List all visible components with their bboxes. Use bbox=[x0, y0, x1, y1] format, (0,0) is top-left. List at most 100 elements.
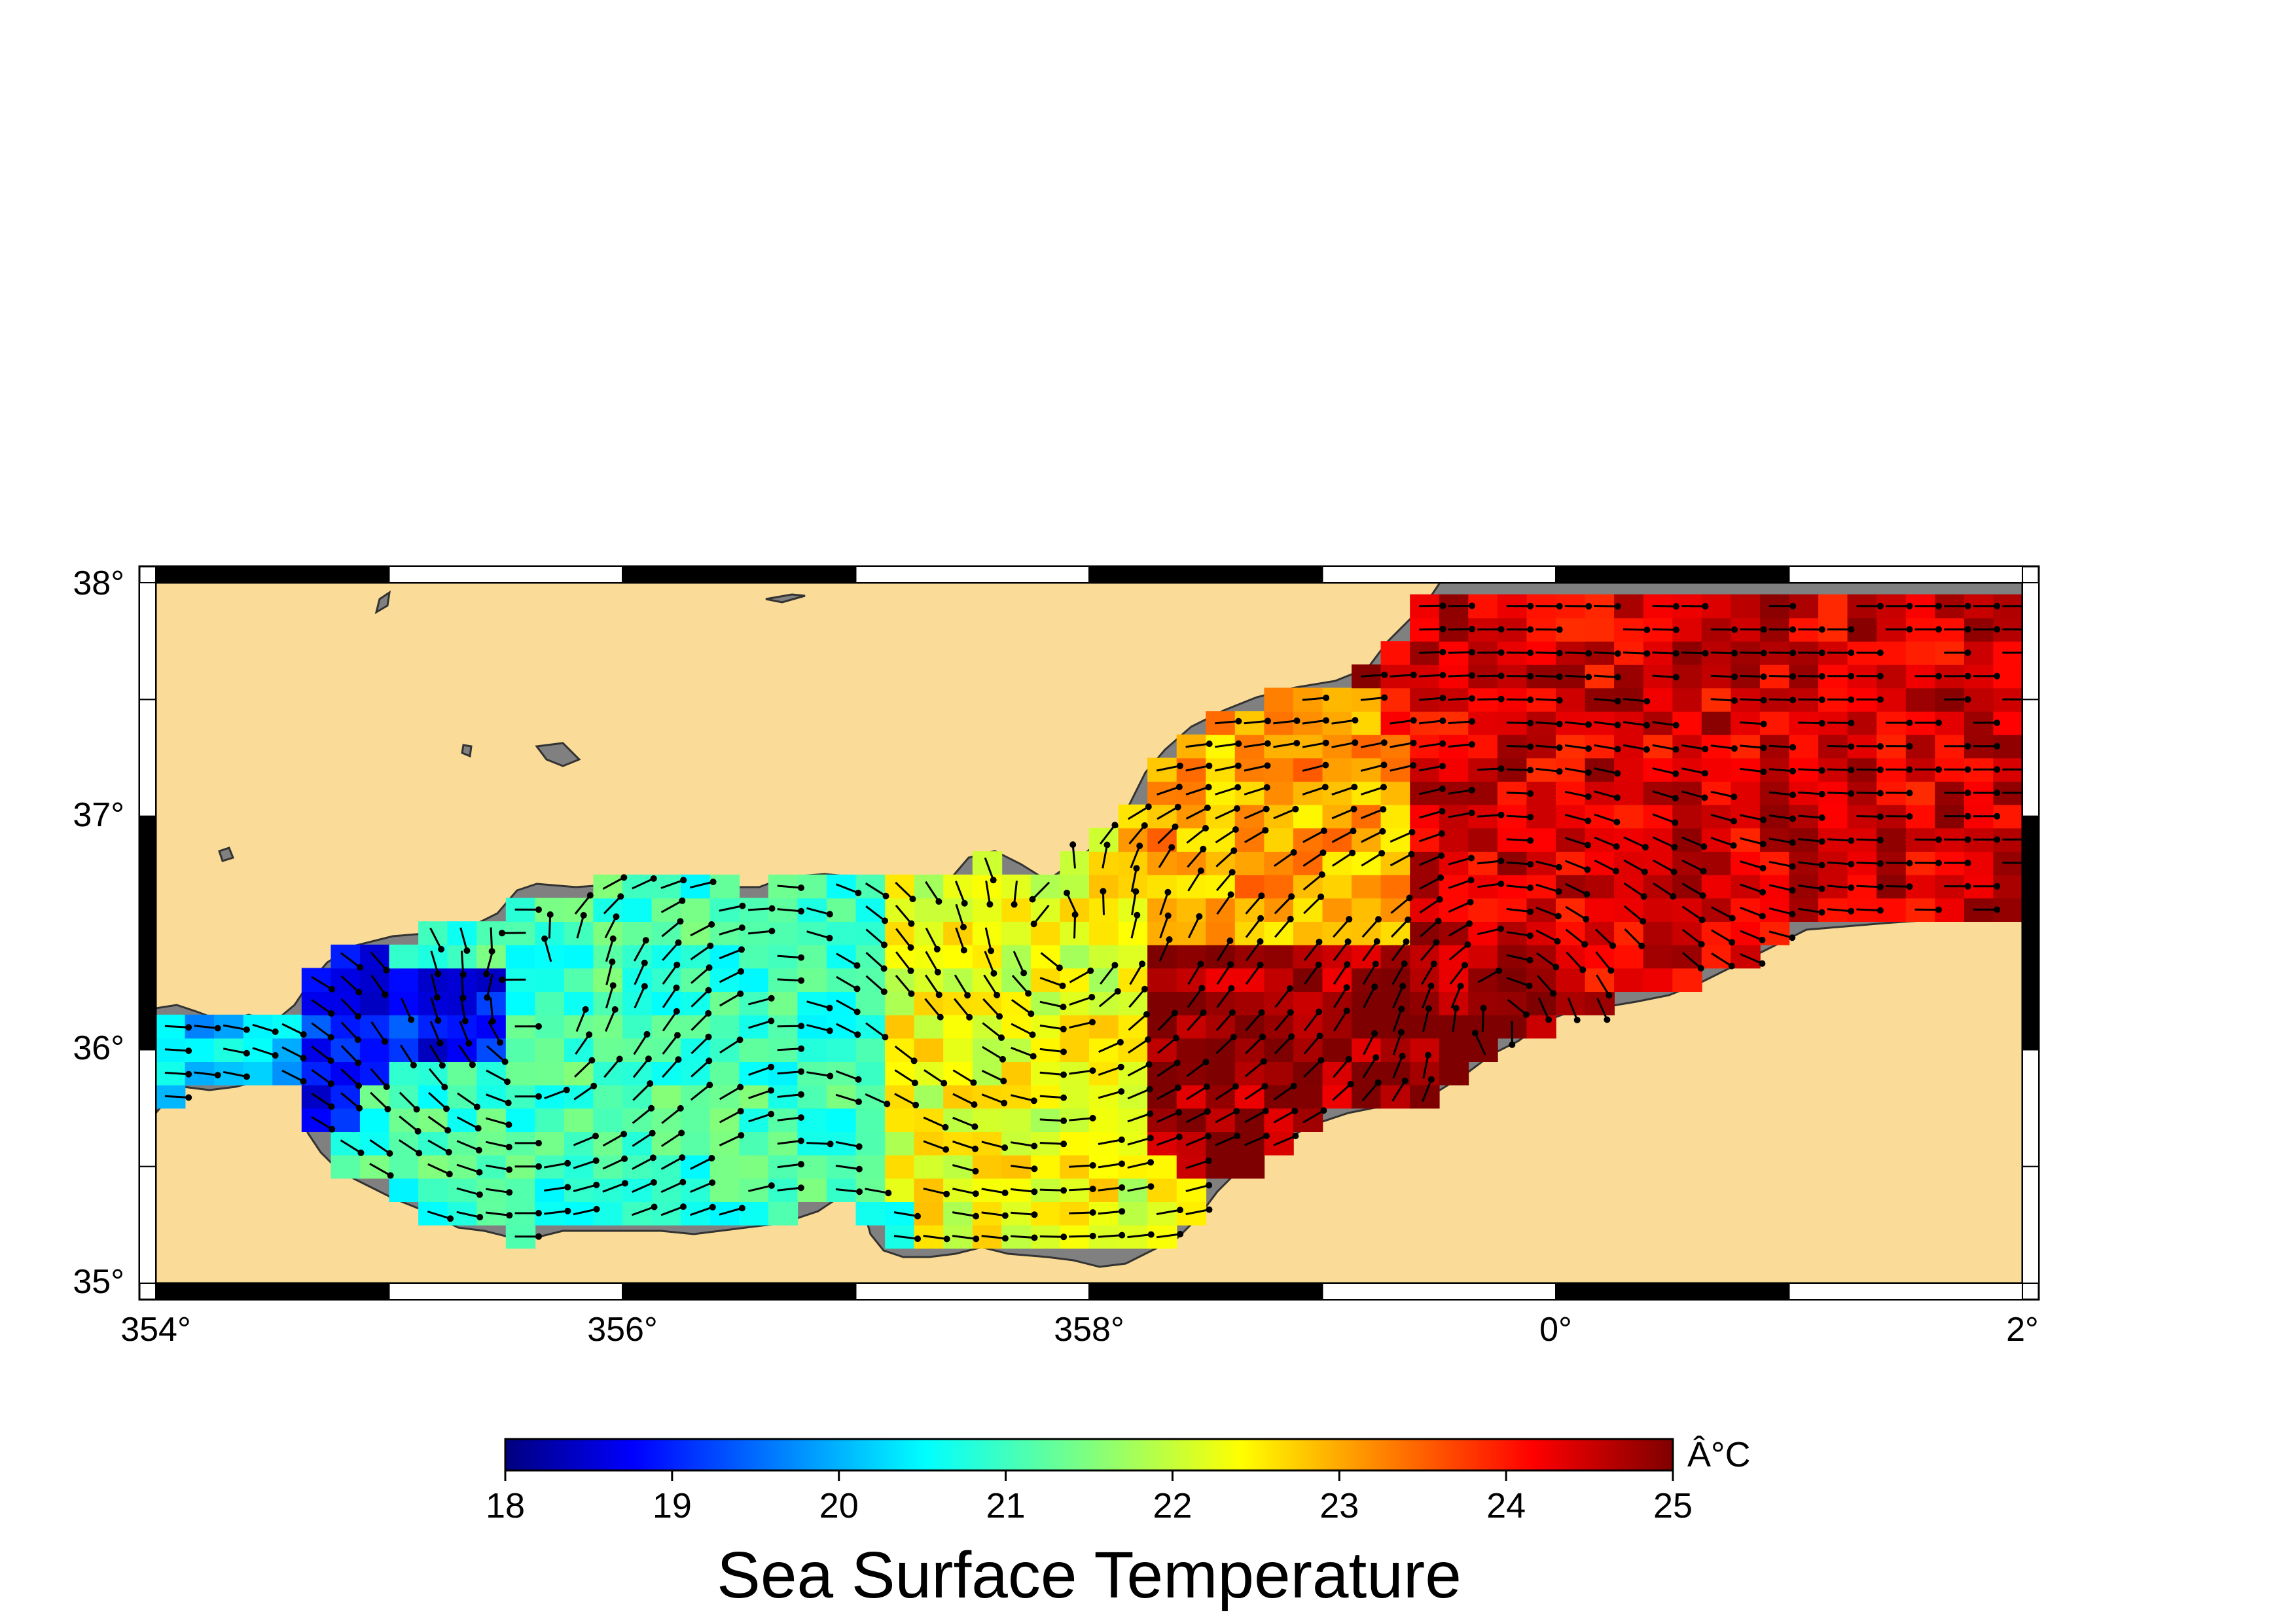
current-vector bbox=[952, 1188, 977, 1195]
current-vector bbox=[1595, 951, 1612, 972]
sst-cell bbox=[943, 1038, 973, 1062]
current-vector bbox=[164, 1025, 189, 1029]
current-vector-head bbox=[677, 918, 684, 925]
current-vector bbox=[1185, 1159, 1210, 1169]
current-vector bbox=[1362, 941, 1378, 962]
current-vector bbox=[430, 951, 439, 974]
current-vector-head bbox=[1498, 626, 1505, 633]
current-vector-head bbox=[911, 1080, 918, 1087]
current-vector-head bbox=[910, 1057, 918, 1065]
current-vector bbox=[1216, 964, 1232, 985]
current-vector bbox=[1740, 721, 1764, 725]
current-vector-head bbox=[1994, 836, 2001, 843]
current-vector bbox=[1856, 838, 1880, 841]
current-vector bbox=[777, 1093, 802, 1098]
current-vector-head bbox=[1318, 893, 1325, 900]
current-vector bbox=[777, 1025, 802, 1028]
current-vector-head bbox=[1346, 916, 1353, 922]
current-vector bbox=[1596, 974, 1610, 996]
sst-cell bbox=[739, 1154, 769, 1179]
current-vector-head bbox=[1322, 761, 1329, 769]
current-vector bbox=[1856, 768, 1880, 771]
current-vector-head bbox=[1060, 1117, 1067, 1124]
current-vector-head bbox=[1672, 746, 1679, 753]
current-vector bbox=[1681, 790, 1705, 799]
current-vector bbox=[1332, 1083, 1352, 1101]
current-vector-head bbox=[1994, 626, 2001, 633]
colorbar-tick-label: 18 bbox=[486, 1486, 525, 1525]
current-vector-head bbox=[504, 1078, 511, 1085]
current-vector-head bbox=[990, 970, 997, 977]
current-vector bbox=[1392, 1032, 1403, 1055]
current-vector bbox=[1102, 845, 1108, 869]
current-vector-head bbox=[1206, 762, 1213, 769]
current-vector-head bbox=[855, 1098, 862, 1105]
current-vector bbox=[485, 1117, 509, 1126]
current-vector-head bbox=[1876, 860, 1884, 867]
current-vector-head bbox=[214, 1072, 221, 1079]
current-vector bbox=[895, 928, 912, 949]
current-vector-head bbox=[1469, 718, 1475, 725]
current-vector bbox=[340, 1068, 360, 1087]
current-vector-head bbox=[1555, 864, 1562, 871]
current-vector-head bbox=[908, 920, 915, 927]
current-vector-head bbox=[853, 962, 861, 969]
current-vector bbox=[1215, 1012, 1234, 1031]
current-vector-head bbox=[994, 991, 1001, 998]
current-vector bbox=[488, 1021, 501, 1043]
frame-scale-bars bbox=[139, 566, 2039, 1300]
current-vector bbox=[748, 1089, 772, 1099]
current-vector bbox=[806, 1024, 831, 1032]
current-vector bbox=[923, 1140, 946, 1151]
current-vector-head bbox=[1203, 1084, 1210, 1090]
sst-cell bbox=[593, 1084, 623, 1109]
current-vector-head bbox=[972, 1145, 978, 1152]
sst-cell bbox=[1060, 944, 1090, 969]
current-vector-head bbox=[935, 991, 942, 998]
current-vector bbox=[311, 976, 332, 991]
lon-tick-358: 358° bbox=[1054, 1311, 1124, 1349]
island-1 bbox=[374, 590, 391, 615]
current-vector bbox=[1130, 845, 1141, 869]
current-vector-head bbox=[564, 1184, 571, 1191]
current-vector-head bbox=[1379, 828, 1386, 835]
current-vector-head bbox=[855, 1143, 863, 1150]
current-vector-head bbox=[1425, 1005, 1432, 1012]
current-vector bbox=[311, 998, 332, 1015]
current-vector bbox=[427, 1163, 450, 1175]
current-vector bbox=[835, 1188, 860, 1193]
current-vector-head bbox=[185, 1024, 192, 1031]
current-vector bbox=[1157, 1111, 1179, 1123]
current-vector-head bbox=[1343, 984, 1350, 991]
current-vector-head bbox=[1613, 843, 1620, 850]
current-vector bbox=[602, 1158, 625, 1170]
current-vector-head bbox=[1087, 967, 1094, 974]
current-vector bbox=[543, 938, 552, 962]
current-vector-head bbox=[986, 901, 994, 908]
current-vector bbox=[1419, 628, 1443, 630]
frame-bar-segment bbox=[2022, 1165, 2039, 1284]
current-vector bbox=[311, 1068, 332, 1085]
current-vector-head bbox=[1437, 874, 1444, 881]
current-vector bbox=[1215, 828, 1236, 844]
current-vector bbox=[719, 1134, 742, 1146]
current-vector bbox=[836, 999, 858, 1013]
frame-bar-segment bbox=[2022, 815, 2039, 934]
current-vector bbox=[1565, 905, 1587, 921]
current-vector bbox=[777, 1163, 802, 1169]
current-vector bbox=[777, 1140, 802, 1145]
current-vector bbox=[777, 1070, 802, 1075]
current-vector bbox=[1653, 882, 1674, 898]
current-vector-head bbox=[609, 958, 616, 966]
current-vector-head bbox=[328, 1010, 335, 1017]
current-vector-head bbox=[1728, 962, 1735, 970]
current-vector-head bbox=[1288, 1033, 1295, 1040]
sst-cell bbox=[855, 1108, 886, 1132]
current-vector bbox=[777, 955, 802, 959]
current-vector-head bbox=[1200, 845, 1207, 852]
current-vector-head bbox=[1498, 649, 1505, 656]
current-vector-head bbox=[914, 1235, 922, 1243]
current-vector-head bbox=[1089, 1232, 1096, 1239]
current-vector-head bbox=[1818, 720, 1825, 727]
island-2 bbox=[765, 593, 806, 604]
